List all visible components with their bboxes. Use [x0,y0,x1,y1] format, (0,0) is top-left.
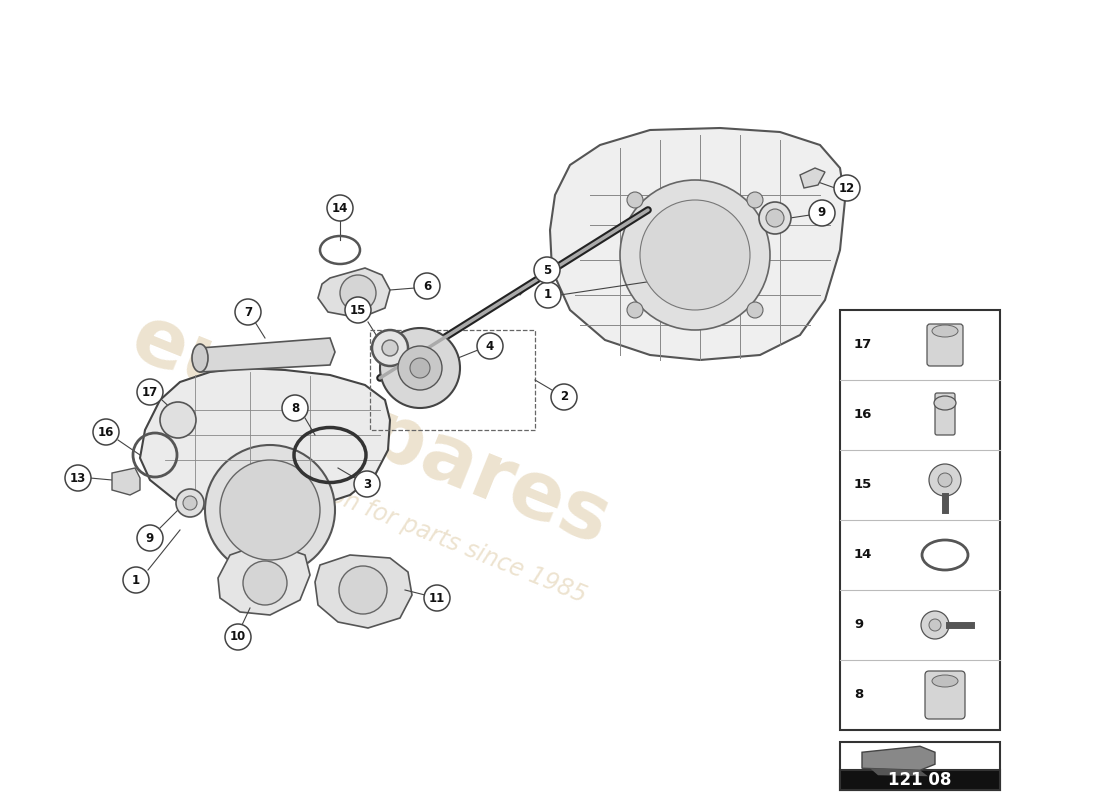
Circle shape [477,333,503,359]
Text: 12: 12 [839,182,855,194]
Circle shape [921,611,949,639]
Polygon shape [862,746,935,770]
Text: 14: 14 [854,549,872,562]
Circle shape [627,302,644,318]
Circle shape [176,489,204,517]
Polygon shape [194,338,336,372]
Circle shape [220,460,320,560]
Circle shape [398,346,442,390]
Circle shape [747,302,763,318]
Circle shape [183,496,197,510]
Ellipse shape [192,344,208,372]
Text: 8: 8 [290,402,299,414]
Circle shape [535,282,561,308]
Text: 4: 4 [486,339,494,353]
Circle shape [65,465,91,491]
Polygon shape [550,128,845,360]
Text: 1: 1 [132,574,140,586]
Circle shape [938,473,952,487]
Circle shape [414,273,440,299]
Polygon shape [800,168,825,188]
FancyBboxPatch shape [925,671,965,719]
Polygon shape [870,768,928,776]
Circle shape [354,471,379,497]
Circle shape [345,297,371,323]
Text: 13: 13 [70,471,86,485]
Circle shape [930,464,961,496]
Circle shape [138,525,163,551]
Circle shape [640,200,750,310]
Text: 17: 17 [142,386,158,398]
Text: a passion for parts since 1985: a passion for parts since 1985 [250,452,590,608]
Bar [370,330,535,430]
Text: 6: 6 [422,279,431,293]
Ellipse shape [934,396,956,410]
FancyBboxPatch shape [927,324,962,366]
Text: 11: 11 [429,591,446,605]
Text: 17: 17 [854,338,872,351]
Text: 16: 16 [98,426,114,438]
Ellipse shape [930,546,960,564]
Circle shape [747,192,763,208]
Bar [840,742,1000,790]
Text: 1: 1 [543,289,552,302]
Circle shape [834,175,860,201]
Text: eurospares: eurospares [119,298,620,562]
Circle shape [930,619,940,631]
Text: 121 08: 121 08 [889,771,952,789]
Text: 2: 2 [560,390,568,403]
Bar [840,770,1000,790]
Bar [840,310,1000,730]
Circle shape [243,561,287,605]
Text: 9: 9 [854,618,864,631]
Text: 9: 9 [818,206,826,219]
Circle shape [160,402,196,438]
Text: 10: 10 [230,630,246,643]
FancyBboxPatch shape [935,393,955,435]
Circle shape [339,566,387,614]
Circle shape [551,384,578,410]
Text: 8: 8 [854,689,864,702]
Polygon shape [318,268,390,318]
Circle shape [424,585,450,611]
Text: 14: 14 [332,202,349,214]
Circle shape [235,299,261,325]
Text: 16: 16 [854,409,872,422]
Polygon shape [218,548,310,615]
Circle shape [123,567,148,593]
Text: 15: 15 [350,303,366,317]
Polygon shape [112,468,140,495]
Circle shape [379,328,460,408]
Circle shape [620,180,770,330]
Polygon shape [140,368,390,515]
Text: 15: 15 [854,478,872,491]
Circle shape [138,379,163,405]
Circle shape [226,624,251,650]
Circle shape [627,192,644,208]
Polygon shape [315,555,412,628]
Circle shape [766,209,784,227]
Text: 9: 9 [146,531,154,545]
Ellipse shape [932,675,958,687]
Circle shape [340,275,376,311]
Text: 3: 3 [363,478,371,490]
Circle shape [282,395,308,421]
Ellipse shape [932,325,958,337]
Text: 5: 5 [543,263,551,277]
Circle shape [410,358,430,378]
Circle shape [94,419,119,445]
Circle shape [808,200,835,226]
Circle shape [327,195,353,221]
Circle shape [205,445,336,575]
Circle shape [382,340,398,356]
Circle shape [372,330,408,366]
Circle shape [759,202,791,234]
Circle shape [534,257,560,283]
Text: 7: 7 [244,306,252,318]
